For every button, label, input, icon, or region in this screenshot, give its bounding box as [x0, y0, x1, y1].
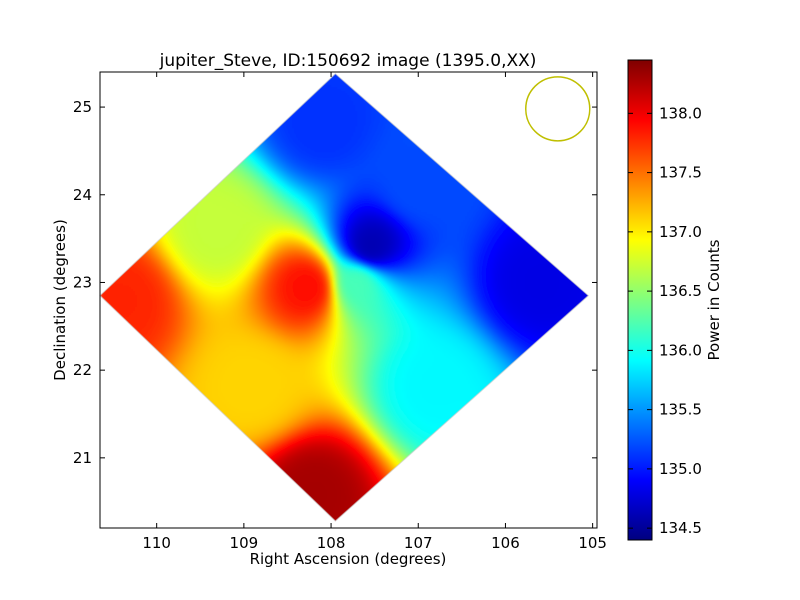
y-tick-label: 21 — [73, 449, 92, 467]
x-tick-label: 106 — [491, 534, 520, 552]
x-axis-label: Right Ascension (degrees) — [250, 550, 447, 568]
colorbar-ticks: 134.5 135.0 135.5 136.0 136.5 137.0 137.5 138.0 — [628, 104, 702, 537]
colorbar — [627, 59, 653, 541]
colorbar-tick-label: 138.0 — [659, 104, 702, 122]
y-tick-label: 22 — [73, 361, 92, 379]
x-tick-label: 108 — [317, 534, 346, 552]
x-tick-label: 107 — [404, 534, 433, 552]
colorbar-tick-label: 136.5 — [659, 282, 702, 300]
y-tick-label: 23 — [73, 273, 92, 291]
y-axis-label: Declination (degrees) — [51, 219, 69, 381]
colorbar-tick-label: 137.0 — [659, 223, 702, 241]
colorbar-label: Power in Counts — [705, 239, 723, 360]
plot-frame — [99, 71, 598, 529]
x-tick-label: 110 — [142, 534, 171, 552]
colorbar-tick-label: 137.5 — [659, 164, 702, 182]
heatmap-raster — [100, 73, 589, 522]
colorbar-tick-label: 135.0 — [659, 460, 702, 478]
x-axis-ticks: 110 109 108 107 106 105 — [142, 72, 607, 552]
y-axis-ticks: 21 22 23 24 25 — [73, 98, 597, 467]
y-tick-label: 25 — [73, 98, 92, 116]
colorbar-tick-label: 135.5 — [659, 401, 702, 419]
heatmap-image — [100, 73, 589, 522]
x-tick-label: 109 — [230, 534, 259, 552]
chart-title: jupiter_Steve, ID:150692 image (1395.0,X… — [159, 51, 537, 71]
beam-circle-marker — [525, 76, 591, 142]
map-boundary — [99, 72, 590, 522]
colorbar-tick-label: 136.0 — [659, 341, 702, 359]
x-tick-label: 105 — [578, 534, 607, 552]
y-tick-label: 24 — [73, 186, 92, 204]
colorbar-tick-label: 134.5 — [659, 519, 702, 537]
